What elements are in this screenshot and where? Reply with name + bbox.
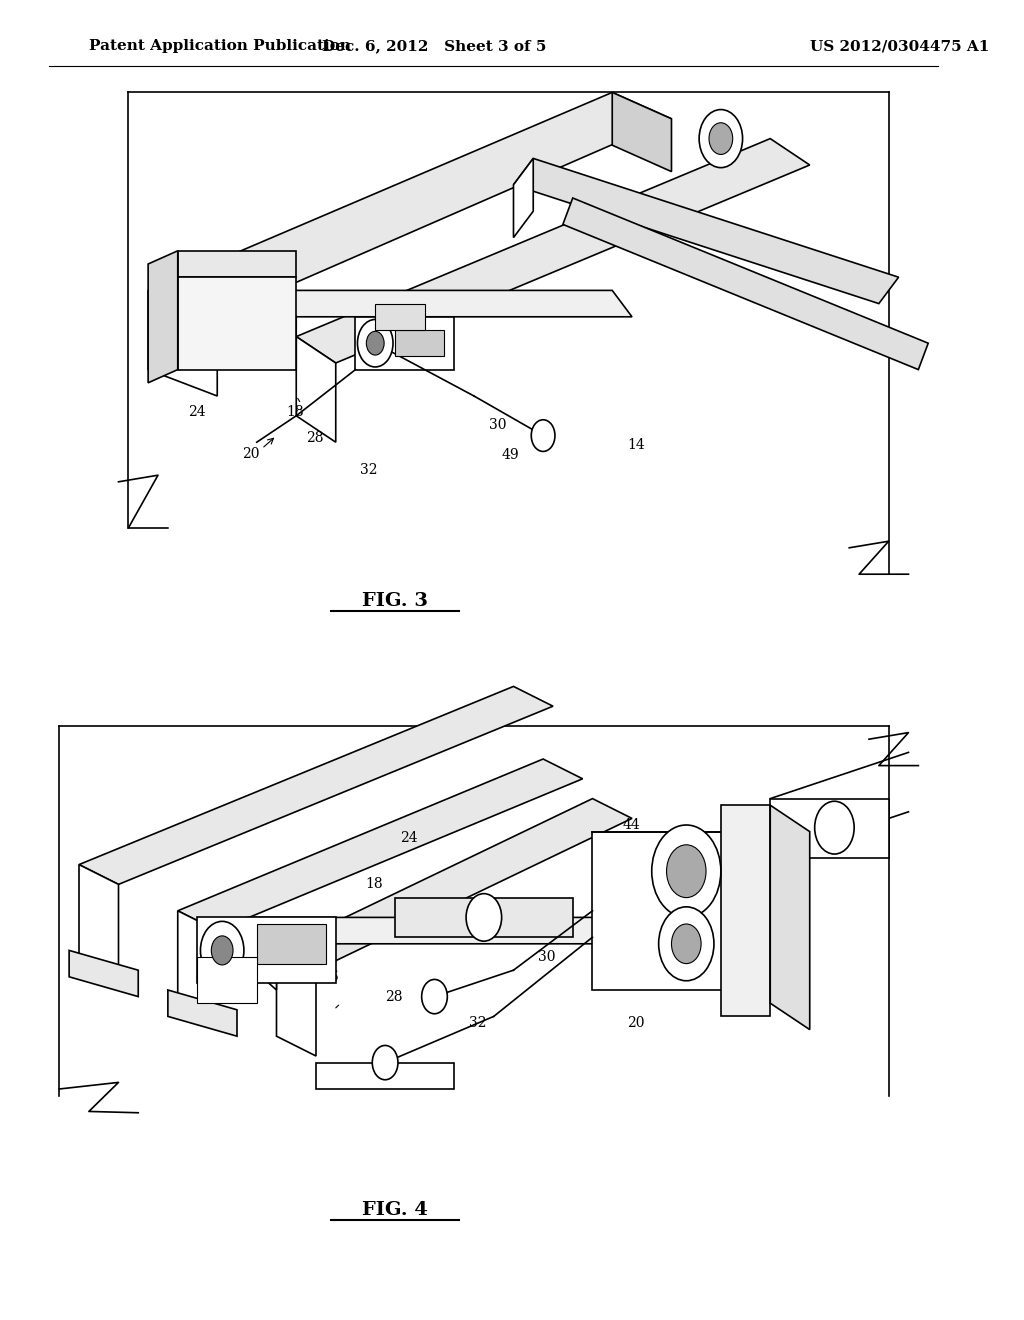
Text: 32: 32 [360, 463, 378, 477]
Text: 28: 28 [306, 432, 324, 445]
Text: 26: 26 [237, 937, 255, 950]
Circle shape [815, 801, 854, 854]
Polygon shape [79, 865, 119, 977]
Polygon shape [247, 917, 276, 990]
Polygon shape [70, 950, 138, 997]
Polygon shape [178, 251, 296, 277]
Polygon shape [593, 832, 740, 990]
Circle shape [531, 420, 555, 451]
Text: 14: 14 [627, 438, 645, 451]
Polygon shape [276, 799, 632, 970]
Text: FIG. 3: FIG. 3 [362, 591, 428, 610]
Polygon shape [721, 805, 770, 1016]
Polygon shape [178, 277, 296, 370]
Circle shape [709, 123, 733, 154]
Polygon shape [198, 957, 257, 1003]
Circle shape [357, 319, 393, 367]
Polygon shape [375, 304, 425, 330]
Polygon shape [513, 158, 899, 304]
Polygon shape [563, 198, 928, 370]
Polygon shape [513, 158, 534, 238]
Polygon shape [148, 251, 178, 383]
Polygon shape [148, 290, 217, 396]
Text: 18: 18 [287, 405, 304, 418]
Circle shape [466, 894, 502, 941]
Polygon shape [148, 92, 672, 317]
Polygon shape [296, 139, 810, 363]
Circle shape [211, 936, 233, 965]
Text: 14: 14 [681, 917, 699, 931]
Circle shape [658, 907, 714, 981]
Polygon shape [355, 317, 455, 370]
Text: 20: 20 [627, 1016, 644, 1030]
Circle shape [672, 924, 701, 964]
Polygon shape [276, 290, 632, 317]
Polygon shape [178, 759, 583, 931]
Circle shape [422, 979, 447, 1014]
Polygon shape [395, 330, 444, 356]
Text: 30: 30 [539, 950, 556, 964]
Circle shape [373, 1045, 398, 1080]
Text: 44: 44 [623, 818, 640, 832]
Circle shape [201, 921, 244, 979]
Text: 49: 49 [502, 449, 519, 462]
Text: 16: 16 [321, 970, 339, 983]
Text: 44: 44 [425, 290, 442, 304]
Text: FIG. 4: FIG. 4 [362, 1201, 428, 1220]
Polygon shape [770, 805, 810, 1030]
Polygon shape [247, 917, 623, 944]
Polygon shape [79, 686, 553, 884]
Text: 49: 49 [504, 931, 521, 944]
Text: 34: 34 [617, 931, 635, 944]
Text: Dec. 6, 2012   Sheet 3 of 5: Dec. 6, 2012 Sheet 3 of 5 [323, 40, 547, 53]
Text: Patent Application Publication: Patent Application Publication [89, 40, 351, 53]
Polygon shape [770, 799, 889, 858]
Circle shape [651, 825, 721, 917]
Text: 28: 28 [385, 990, 402, 1003]
Circle shape [367, 331, 384, 355]
Text: US 2012/0304475 A1: US 2012/0304475 A1 [810, 40, 989, 53]
Text: 20: 20 [242, 447, 259, 461]
Polygon shape [168, 990, 237, 1036]
Text: 30: 30 [488, 418, 506, 432]
Polygon shape [612, 92, 672, 172]
Polygon shape [276, 290, 296, 370]
Circle shape [699, 110, 742, 168]
Text: 24: 24 [400, 832, 418, 845]
Polygon shape [296, 337, 336, 442]
Polygon shape [198, 917, 336, 983]
Text: 32: 32 [469, 1016, 486, 1030]
Text: 18: 18 [366, 878, 383, 891]
Polygon shape [276, 950, 316, 1056]
Polygon shape [257, 924, 326, 964]
Polygon shape [316, 1063, 455, 1089]
Text: 36: 36 [647, 931, 665, 944]
Polygon shape [395, 898, 572, 937]
Circle shape [667, 845, 706, 898]
Text: 24: 24 [187, 405, 205, 418]
Polygon shape [178, 911, 217, 1016]
